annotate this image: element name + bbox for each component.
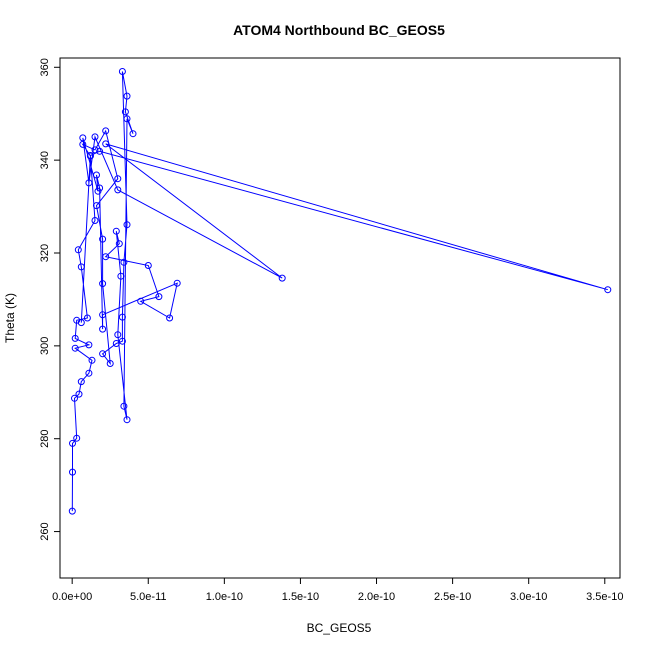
data-point <box>96 147 104 155</box>
data-point <box>102 140 110 148</box>
series-line <box>71 71 608 512</box>
data-point <box>93 171 100 179</box>
data-point <box>71 344 79 352</box>
data-point <box>91 133 99 141</box>
data-point <box>173 279 181 287</box>
data-point <box>114 186 122 194</box>
data-point <box>68 507 76 515</box>
data-point <box>102 127 110 135</box>
data-point <box>85 179 93 187</box>
chart-title: ATOM4 Northbound BC_GEOS5 <box>233 22 445 38</box>
data-point <box>112 340 120 347</box>
x-tick-label: 1.0e-10 <box>206 591 243 603</box>
series-layer <box>68 68 612 515</box>
data-point <box>85 341 93 349</box>
data-point <box>155 293 163 301</box>
data-point <box>99 311 107 319</box>
y-tick-label: 280 <box>39 430 51 448</box>
data-point <box>77 319 85 327</box>
y-axis: 260 280 300 320 340 360 <box>39 58 61 541</box>
data-point <box>71 394 78 402</box>
data-point <box>604 286 612 294</box>
data-point <box>75 390 83 398</box>
data-point <box>121 108 129 116</box>
data-point <box>118 313 126 321</box>
data-point <box>79 134 87 142</box>
data-point <box>123 221 131 229</box>
data-point <box>118 337 126 345</box>
data-point <box>83 314 91 322</box>
data-point <box>93 202 100 210</box>
data-point <box>129 130 137 138</box>
data-point <box>117 272 125 280</box>
data-point <box>115 240 123 248</box>
data-point <box>73 434 81 442</box>
data-point <box>86 152 94 159</box>
data-point <box>77 378 85 386</box>
data-point <box>114 331 122 339</box>
data-point <box>120 402 128 410</box>
data-point <box>112 227 120 235</box>
data-point <box>99 325 107 333</box>
x-tick-label: 1.5e-10 <box>282 591 319 603</box>
data-point <box>99 235 107 243</box>
data-point <box>99 350 107 358</box>
data-point <box>120 258 128 266</box>
data-point <box>69 439 76 447</box>
x-axis: 0.0e+00 5.0e-11 1.0e-10 1.5e-10 2.0e-10 2.5e-… <box>52 577 623 603</box>
x-axis-label: BC_GEOS5 <box>307 621 372 635</box>
x-tick-label: 3.5e-10 <box>586 591 623 603</box>
data-point <box>144 262 152 269</box>
data-point <box>106 360 114 367</box>
x-tick-label: 0.0e+00 <box>52 591 92 603</box>
data-point <box>166 314 174 322</box>
y-tick-label: 260 <box>39 522 51 540</box>
x-tick-label: 2.5e-10 <box>434 591 471 603</box>
data-point <box>123 416 131 424</box>
data-point <box>91 217 99 224</box>
y-tick-label: 360 <box>39 58 51 76</box>
data-point <box>74 246 82 254</box>
data-point <box>102 253 110 261</box>
data-point <box>91 146 99 154</box>
data-point <box>69 468 76 476</box>
data-point <box>88 356 96 364</box>
data-point <box>71 334 79 342</box>
y-tick-label: 340 <box>39 151 51 169</box>
data-point <box>137 297 145 305</box>
data-point <box>114 175 122 183</box>
data-point <box>123 92 131 100</box>
y-axis-label: Theta (K) <box>3 293 17 343</box>
data-point <box>123 115 131 123</box>
plot-area-frame <box>59 57 621 579</box>
data-point <box>94 187 102 195</box>
data-point <box>118 68 126 75</box>
data-point <box>278 274 286 282</box>
data-point <box>99 280 107 288</box>
y-tick-label: 320 <box>39 244 51 262</box>
x-tick-label: 2.0e-10 <box>358 591 395 603</box>
data-point <box>77 263 85 271</box>
x-tick-label: 3.0e-10 <box>510 591 547 603</box>
y-tick-label: 300 <box>39 337 51 355</box>
data-point <box>85 369 93 377</box>
x-tick-label: 5.0e-11 <box>130 591 167 603</box>
